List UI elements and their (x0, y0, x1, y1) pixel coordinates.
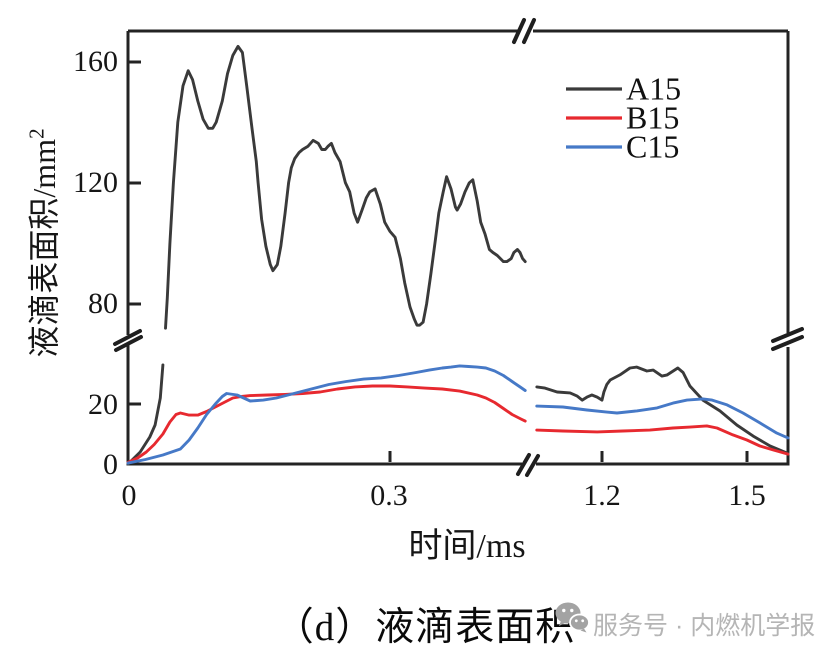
axis-break-marks (113, 18, 804, 477)
y-tick-120: 120 (73, 166, 118, 199)
x-tick-0: 0 (121, 479, 137, 512)
y-axis-ticks (129, 60, 141, 406)
watermark-text: 服务号 · 内燃机学报 (593, 612, 816, 640)
series-line-A15-left-above-break (164, 44, 527, 330)
y-tick-160: 160 (73, 45, 118, 78)
y-tick-80: 80 (88, 287, 118, 320)
subfigure-caption: （d）液滴表面积 (274, 606, 576, 649)
legend-label-b15: B15 (626, 99, 680, 136)
series-line-B15-right (535, 424, 790, 456)
x-tick-0p3: 0.3 (370, 479, 408, 512)
x-tick-1p5: 1.5 (728, 479, 766, 512)
left-axis-break-icon (113, 329, 143, 352)
y-axis-title-text: 液滴表面积/mm (26, 138, 62, 358)
series-line-A15-left-below-break (126, 363, 165, 466)
y-axis-title: 液滴表面积/mm2 (19, 128, 65, 357)
legend-label-c15: C15 (626, 128, 680, 165)
series-line-C15-left (126, 364, 527, 465)
wechat-icon (555, 602, 590, 633)
y-axis-title-superscript: 2 (24, 128, 49, 139)
legend-lines (566, 87, 622, 149)
y-tick-0: 0 (103, 448, 118, 481)
series-line-A15-right (535, 365, 790, 455)
series-line-C15-right (535, 397, 790, 440)
series-line-B15-left (126, 384, 527, 464)
right-axis-break-icon (771, 327, 804, 351)
x-axis-title: 时间/ms (408, 528, 526, 565)
x-axis-ticks (388, 451, 749, 462)
y-tick-20: 20 (88, 388, 118, 421)
legend-label-a15: A15 (626, 70, 682, 107)
x-tick-1p2: 1.2 (583, 479, 621, 512)
series-layer (126, 44, 790, 466)
top-axis-break-icon (512, 18, 536, 44)
bottom-axis-break-icon (516, 453, 540, 477)
plot-frame (126, 29, 790, 466)
